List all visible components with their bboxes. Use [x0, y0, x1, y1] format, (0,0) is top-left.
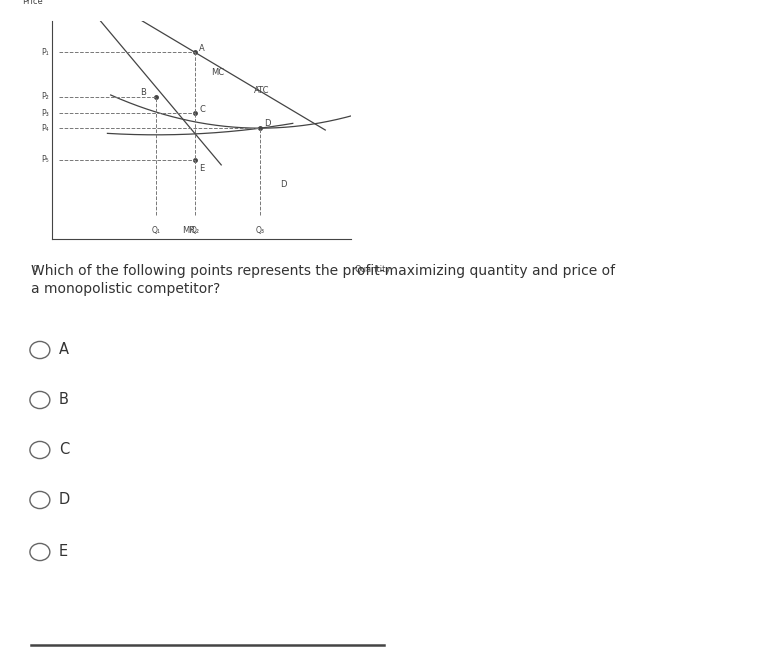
Text: Q₂: Q₂ [191, 226, 199, 235]
Text: P₅: P₅ [41, 155, 49, 164]
Text: A: A [59, 343, 69, 358]
Text: P₃: P₃ [41, 109, 49, 118]
Text: Q₁: Q₁ [152, 226, 160, 235]
Text: C: C [59, 442, 69, 457]
Text: A: A [199, 44, 205, 53]
Text: ATC: ATC [254, 86, 269, 95]
Text: B: B [59, 393, 69, 407]
Text: P₁: P₁ [41, 48, 49, 57]
Text: D: D [59, 492, 71, 508]
Text: D: D [264, 119, 271, 128]
Text: P₄: P₄ [41, 123, 49, 133]
Text: B: B [140, 88, 146, 97]
Text: MC: MC [212, 67, 225, 77]
Text: MR: MR [183, 226, 196, 236]
Text: Q₃: Q₃ [255, 226, 265, 235]
Text: Which of the following points represents the profit-maximizing quantity and pric: Which of the following points represents… [31, 264, 615, 296]
Text: E: E [199, 164, 204, 173]
Text: E: E [59, 544, 68, 560]
Text: C: C [199, 104, 205, 114]
Text: D: D [280, 180, 286, 189]
Text: P₂: P₂ [41, 92, 49, 101]
Text: 0: 0 [33, 265, 38, 274]
Text: Quantity: Quantity [354, 265, 390, 274]
Text: Price: Price [22, 0, 43, 6]
